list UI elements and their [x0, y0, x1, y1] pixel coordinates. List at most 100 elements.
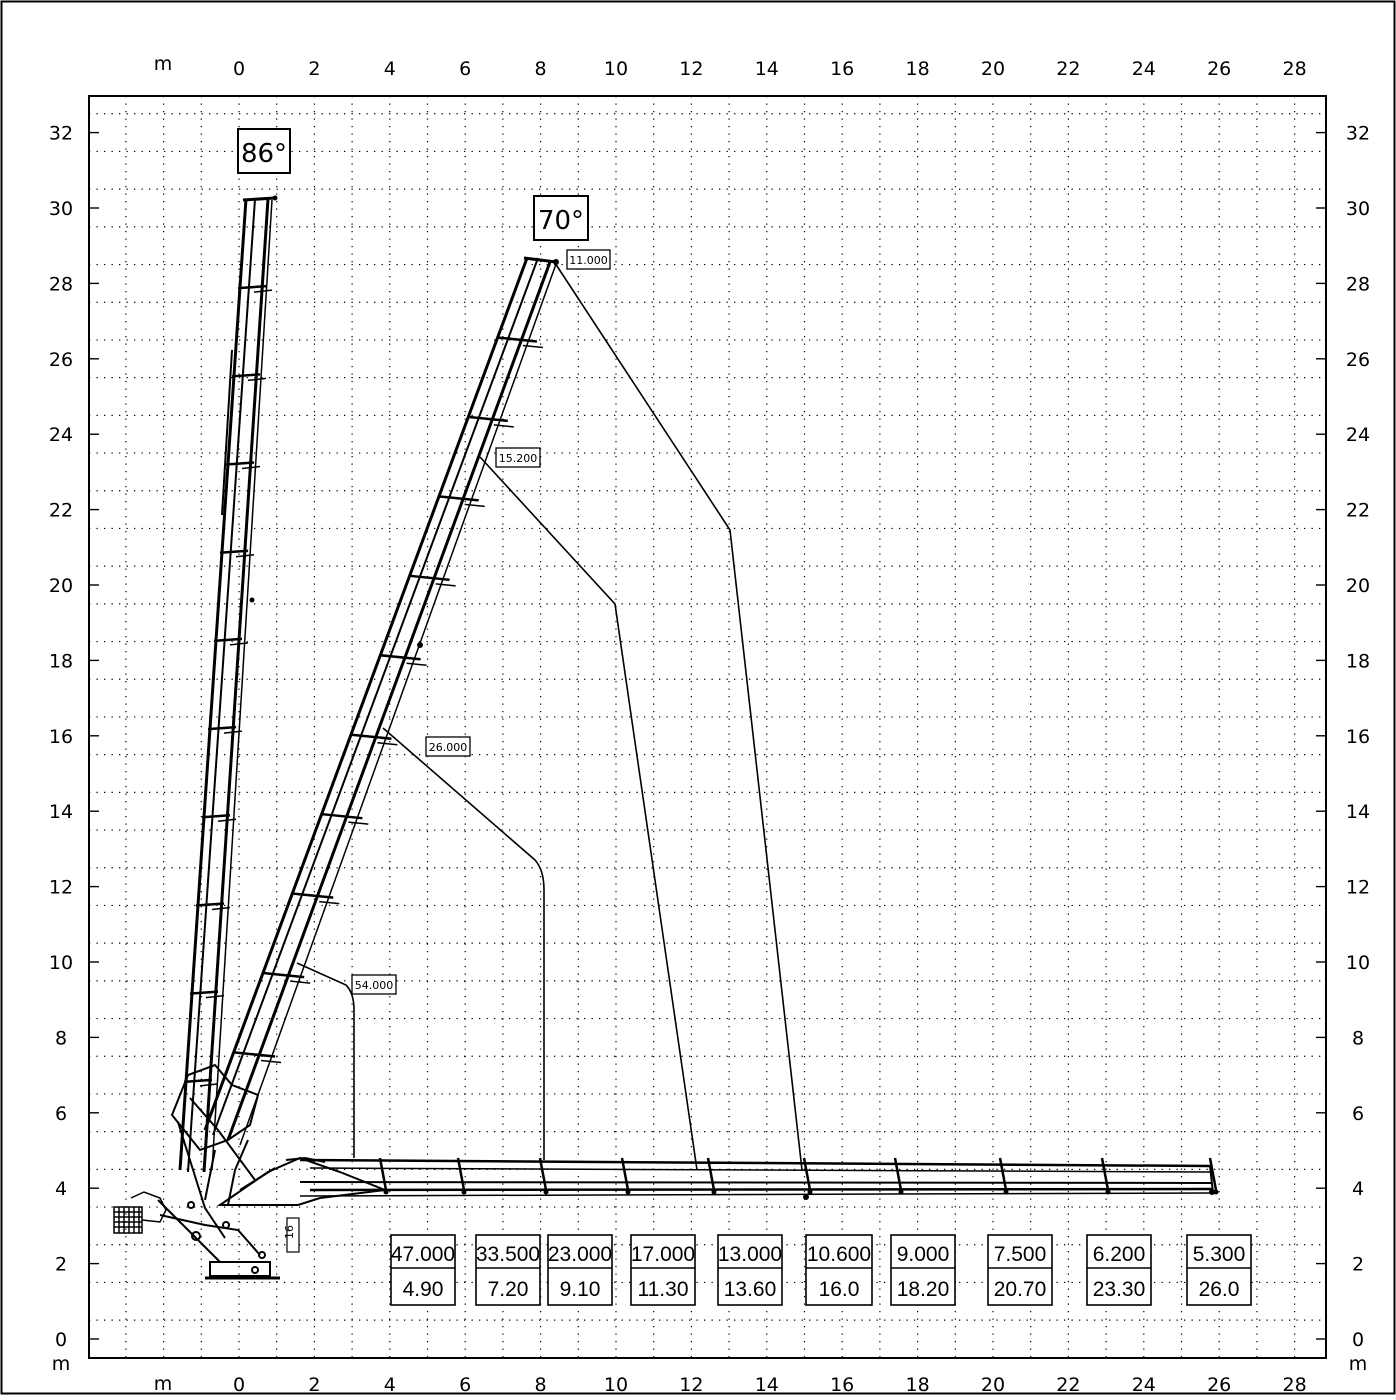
radius-value: 18.20	[897, 1278, 950, 1301]
axis-ticks: 0022446688101012121414161618182020222224…	[49, 58, 1370, 1396]
bottom-x-tick-label: 24	[1132, 1374, 1156, 1395]
top-x-unit-label: m	[154, 53, 173, 75]
radius-value: 11.30	[638, 1278, 689, 1301]
load-table-cell: 7.500 20.70	[987, 1234, 1053, 1306]
top-x-tick-label: 18	[906, 58, 930, 80]
bottom-x-tick-label: 16	[830, 1374, 854, 1395]
boom-70-degrees	[203, 256, 559, 1146]
bottom-x-tick-label: 22	[1056, 1374, 1080, 1395]
top-x-tick-label: 14	[755, 58, 779, 80]
load-table-cell: 6.200 23.30	[1086, 1234, 1152, 1306]
load-value: 33.500	[476, 1243, 540, 1266]
rotator-block	[113, 1191, 167, 1234]
boom-86-degrees	[178, 195, 278, 1173]
right-y-tick-label: 8	[1352, 1027, 1364, 1049]
load-value: 6.200	[1093, 1243, 1146, 1266]
right-y-tick-label: 18	[1346, 650, 1370, 672]
angle-label-70: 70°	[533, 195, 589, 241]
top-x-tick-label: 2	[308, 58, 320, 80]
crane-tag: 16	[283, 1217, 300, 1253]
working-range-curves	[296, 262, 803, 1171]
boom-horizontal	[299, 1157, 1219, 1200]
radius-value: 9.10	[560, 1278, 601, 1301]
crane-base	[157, 1063, 386, 1280]
curve-label-54000-text: 54.000	[355, 979, 394, 992]
bottom-x-tick-label: 14	[755, 1374, 779, 1395]
top-x-tick-label: 16	[830, 58, 854, 80]
right-y-tick-label: 0	[1352, 1329, 1364, 1351]
angle-70-text: 70°	[538, 206, 584, 236]
right-y-tick-label: 24	[1346, 424, 1370, 446]
top-x-tick-label: 6	[459, 58, 471, 80]
left-y-tick-label: 22	[49, 500, 73, 522]
left-y-tick-label: 10	[49, 952, 73, 974]
left-y-tick-label: 14	[49, 801, 73, 823]
bottom-x-tick-label: 0	[233, 1374, 245, 1395]
top-x-tick-label: 10	[604, 58, 628, 80]
right-y-tick-label: 20	[1346, 575, 1370, 597]
load-table-cell: 47.000 4.90	[390, 1234, 456, 1306]
curve-label-54000: 54.000	[351, 974, 397, 995]
right-y-tick-label: 10	[1346, 952, 1370, 974]
right-y-tick-label: 26	[1346, 349, 1370, 371]
bottom-x-tick-label: 6	[459, 1374, 471, 1395]
curve-label-26000: 26.000	[425, 736, 471, 757]
right-y-tick-label: 2	[1352, 1254, 1364, 1276]
left-y-tick-label: 0	[55, 1329, 67, 1351]
right-y-tick-label: 12	[1346, 877, 1370, 899]
bottom-x-tick-label: 8	[535, 1374, 547, 1395]
top-x-tick-label: 26	[1207, 58, 1231, 80]
curve-label-15200-text: 15.200	[499, 452, 538, 465]
top-x-tick-label: 0	[233, 58, 245, 80]
curve-label-15200: 15.200	[495, 447, 541, 468]
right-y-tick-label: 16	[1346, 726, 1370, 748]
left-y-tick-label: 24	[49, 424, 73, 446]
radius-value: 13.60	[724, 1278, 777, 1301]
load-table-cell: 23.000 9.10	[547, 1234, 613, 1306]
radius-value: 7.20	[488, 1278, 529, 1301]
right-y-unit-label: m	[1349, 1353, 1368, 1375]
radius-value: 4.90	[403, 1278, 444, 1301]
bottom-x-tick-label: 26	[1207, 1374, 1231, 1395]
top-x-tick-label: 4	[384, 58, 396, 80]
left-y-tick-label: 12	[49, 877, 73, 899]
left-y-tick-label: 18	[49, 650, 73, 672]
radius-value: 20.70	[994, 1278, 1047, 1301]
radius-value: 26.0	[1199, 1278, 1240, 1301]
curve-label-11000-text: 11.000	[569, 254, 608, 267]
plot-frame	[88, 95, 1327, 1359]
left-y-tick-label: 32	[49, 123, 73, 145]
crane-tag-text: 16	[283, 1225, 296, 1239]
right-y-tick-label: 4	[1352, 1178, 1364, 1200]
top-x-tick-label: 24	[1132, 58, 1156, 80]
right-y-tick-label: 30	[1346, 198, 1370, 220]
left-y-tick-label: 26	[49, 349, 73, 371]
load-table-cell: 10.600 16.0	[805, 1234, 873, 1306]
curve-26000	[382, 727, 545, 1160]
curve-label-26000-text: 26.000	[429, 741, 468, 754]
load-value: 23.000	[548, 1243, 612, 1266]
load-value: 5.300	[1193, 1243, 1246, 1266]
curve-label-11000: 11.000	[566, 249, 611, 270]
curve-11000	[554, 262, 803, 1171]
top-x-tick-label: 28	[1283, 58, 1307, 80]
load-table-cell: 13.000 13.60	[717, 1234, 783, 1306]
bottom-x-tick-label: 12	[679, 1374, 703, 1395]
curve-15200	[479, 456, 698, 1171]
angle-label-86: 86°	[237, 128, 291, 174]
top-x-tick-label: 12	[679, 58, 703, 80]
left-y-tick-label: 28	[49, 273, 73, 295]
grid	[89, 96, 1326, 1358]
bottom-x-tick-label: 10	[604, 1374, 628, 1395]
bottom-x-tick-label: 4	[384, 1374, 396, 1395]
load-table-cell: 17.000 11.30	[630, 1234, 696, 1306]
load-table: 47.000 4.90 33.500 7.20 23.000 9.10 17.000 11.3…	[390, 1234, 1252, 1306]
left-y-tick-label: 6	[55, 1103, 67, 1125]
right-y-tick-label: 28	[1346, 273, 1370, 295]
load-value: 17.000	[631, 1243, 695, 1266]
radius-value: 16.0	[819, 1278, 860, 1301]
left-y-tick-label: 4	[55, 1178, 67, 1200]
